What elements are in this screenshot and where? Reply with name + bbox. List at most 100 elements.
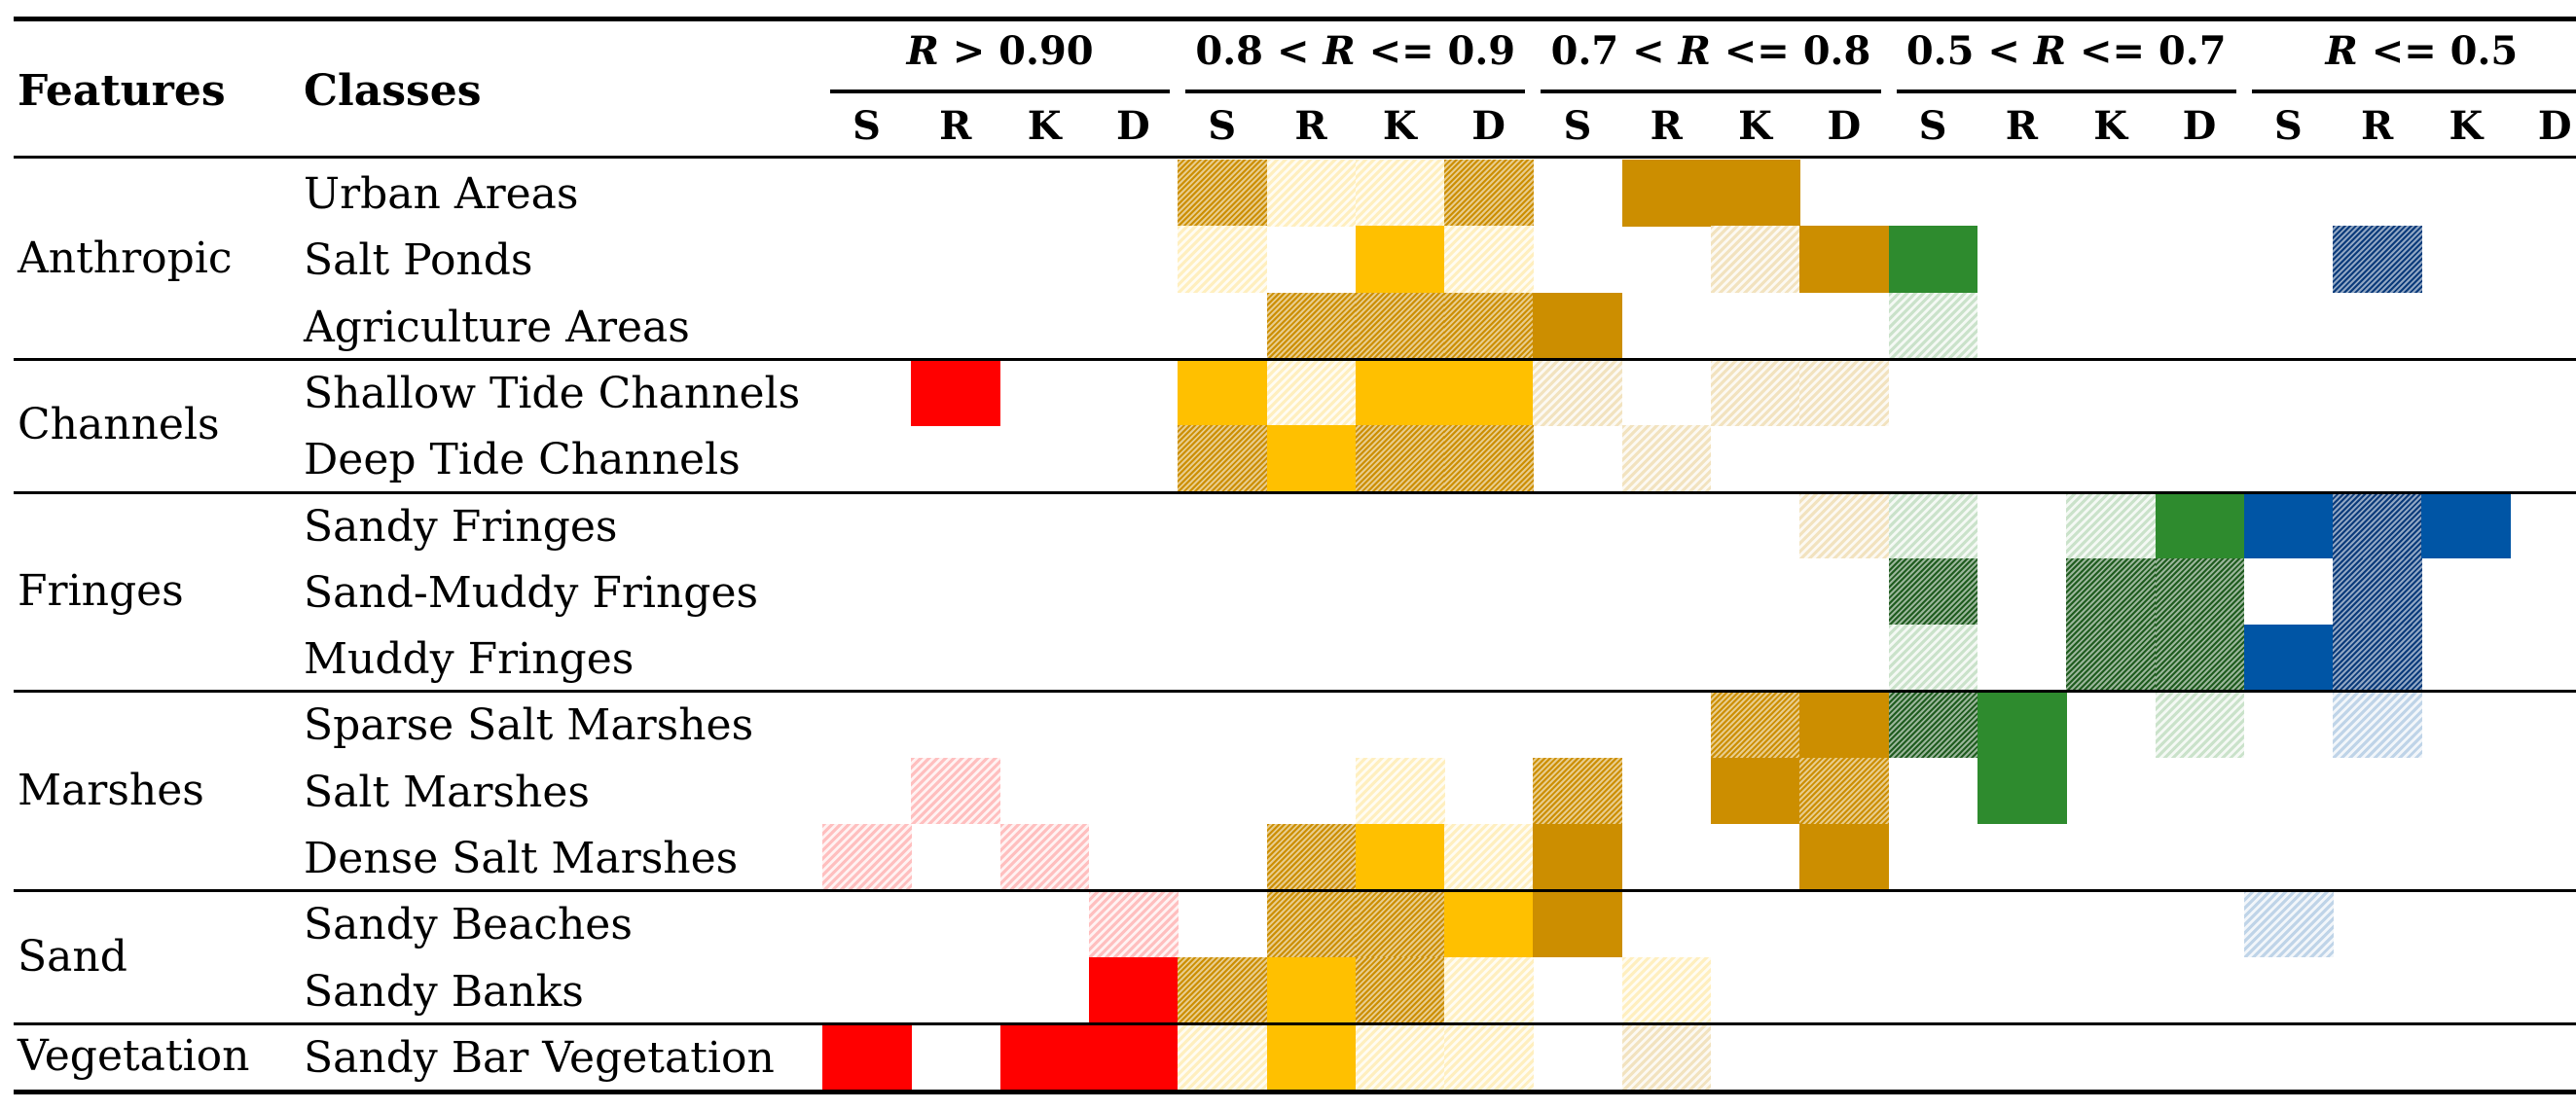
heat-cell bbox=[1266, 160, 1357, 227]
feature-separator bbox=[14, 690, 2576, 694]
heat-cell bbox=[1888, 491, 1978, 559]
heat-cell bbox=[1533, 824, 1623, 891]
heat-cell bbox=[1178, 425, 1267, 492]
group-underline bbox=[830, 90, 1171, 93]
heat-cell bbox=[1444, 956, 1534, 1024]
group-header: 0.5 < R <= 0.7 bbox=[1905, 28, 2227, 74]
feature-separator bbox=[14, 889, 2576, 893]
heat-cell bbox=[1444, 160, 1534, 227]
top-rule bbox=[14, 17, 2576, 21]
heat-cell bbox=[2066, 557, 2156, 626]
heat-cell bbox=[2243, 890, 2334, 958]
subcolumn-header: S bbox=[1208, 103, 1237, 149]
subcolumn-header: R bbox=[2360, 103, 2394, 149]
heat-cell bbox=[1266, 425, 1357, 492]
heat-cell bbox=[1355, 226, 1445, 294]
heat-cell bbox=[1888, 226, 1978, 294]
group-header: 0.7 < R <= 0.8 bbox=[1550, 28, 1871, 74]
heat-cell bbox=[1444, 824, 1534, 891]
subcolumn-header: S bbox=[1918, 103, 1947, 149]
heat-cell bbox=[1178, 226, 1267, 294]
heat-cell bbox=[1444, 358, 1534, 426]
classes-header: Classes bbox=[304, 66, 482, 116]
heat-cell bbox=[1266, 358, 1357, 426]
feature-label: Vegetation bbox=[18, 1031, 250, 1082]
heat-cell bbox=[2155, 557, 2245, 626]
subcolumn-header: S bbox=[2273, 103, 2303, 149]
group-header: R <= 0.5 bbox=[2325, 28, 2519, 74]
heat-cell bbox=[1088, 1022, 1179, 1091]
subcolumn-header: R bbox=[1294, 103, 1327, 149]
subcolumn-header: D bbox=[2182, 103, 2217, 149]
heat-cell bbox=[2066, 491, 2156, 559]
heat-cell bbox=[911, 757, 1001, 825]
heat-cell bbox=[1266, 956, 1357, 1024]
features-header: Features bbox=[18, 66, 226, 116]
class-label: Agriculture Areas bbox=[304, 302, 690, 352]
subcolumn-header: K bbox=[1738, 103, 1772, 149]
heat-cell bbox=[1621, 956, 1712, 1024]
group-header: 0.8 < R <= 0.9 bbox=[1195, 28, 1516, 74]
heat-cell bbox=[2155, 691, 2245, 759]
heat-cell bbox=[1888, 557, 1978, 626]
heat-cell bbox=[1444, 1022, 1534, 1091]
heat-cell bbox=[1444, 425, 1534, 492]
subcolumn-header: R bbox=[939, 103, 972, 149]
heat-cell bbox=[1178, 956, 1267, 1024]
heat-cell bbox=[2333, 226, 2422, 294]
heat-cell bbox=[1799, 691, 1890, 759]
group-header: R > 0.90 bbox=[906, 28, 1094, 74]
heat-cell bbox=[1799, 491, 1890, 559]
heat-cell bbox=[1533, 757, 1623, 825]
heat-cell bbox=[1977, 691, 2067, 759]
heat-cell bbox=[1711, 226, 1800, 294]
class-label: Urban Areas bbox=[304, 169, 579, 219]
class-label: Sparse Salt Marshes bbox=[304, 700, 754, 751]
heat-cell bbox=[1355, 824, 1445, 891]
heat-cell bbox=[1266, 1022, 1357, 1091]
heat-cell bbox=[1711, 160, 1800, 227]
heat-cell bbox=[1088, 890, 1179, 958]
feature-label: Sand bbox=[18, 931, 127, 982]
heat-cell bbox=[1621, 1022, 1712, 1091]
feature-label: Channels bbox=[18, 400, 220, 450]
class-label: Sandy Fringes bbox=[304, 501, 618, 552]
subcolumn-header: D bbox=[2537, 103, 2572, 149]
group-underline bbox=[1896, 90, 2236, 93]
heat-cell bbox=[1355, 890, 1445, 958]
heat-cell bbox=[1088, 956, 1179, 1024]
heat-cell bbox=[2333, 557, 2422, 626]
heat-cell bbox=[1533, 890, 1623, 958]
feature-separator bbox=[14, 1021, 2576, 1025]
feature-separator bbox=[14, 357, 2576, 361]
class-label: Shallow Tide Channels bbox=[304, 368, 801, 418]
heat-cell bbox=[1621, 160, 1712, 227]
heat-cell bbox=[1355, 358, 1445, 426]
subcolumn-header: K bbox=[1382, 103, 1417, 149]
group-underline bbox=[1185, 90, 1526, 93]
subcolumn-header: R bbox=[1650, 103, 1683, 149]
heat-cell bbox=[1178, 160, 1267, 227]
class-label: Dense Salt Marshes bbox=[304, 834, 739, 883]
feature-separator bbox=[14, 490, 2576, 494]
heat-cell bbox=[1178, 1022, 1267, 1091]
heat-cell bbox=[2333, 625, 2422, 692]
heat-cell bbox=[1799, 358, 1890, 426]
heat-cell bbox=[1355, 160, 1445, 227]
heat-cell bbox=[1355, 956, 1445, 1024]
feature-label: Anthropic bbox=[18, 233, 233, 284]
heat-cell bbox=[2421, 491, 2512, 559]
heat-cell bbox=[1799, 757, 1890, 825]
feature-label: Marshes bbox=[18, 765, 204, 815]
heat-cell bbox=[1444, 226, 1534, 294]
heat-cell bbox=[2066, 625, 2156, 692]
subcolumn-header: D bbox=[1827, 103, 1862, 149]
heat-cell bbox=[2155, 491, 2245, 559]
heat-cell bbox=[1355, 292, 1445, 360]
subcolumn-header: D bbox=[1116, 103, 1150, 149]
heat-cell bbox=[2333, 691, 2422, 759]
subcolumn-header: K bbox=[1027, 103, 1062, 149]
heat-cell bbox=[822, 1022, 912, 1091]
heat-cell bbox=[2243, 625, 2334, 692]
